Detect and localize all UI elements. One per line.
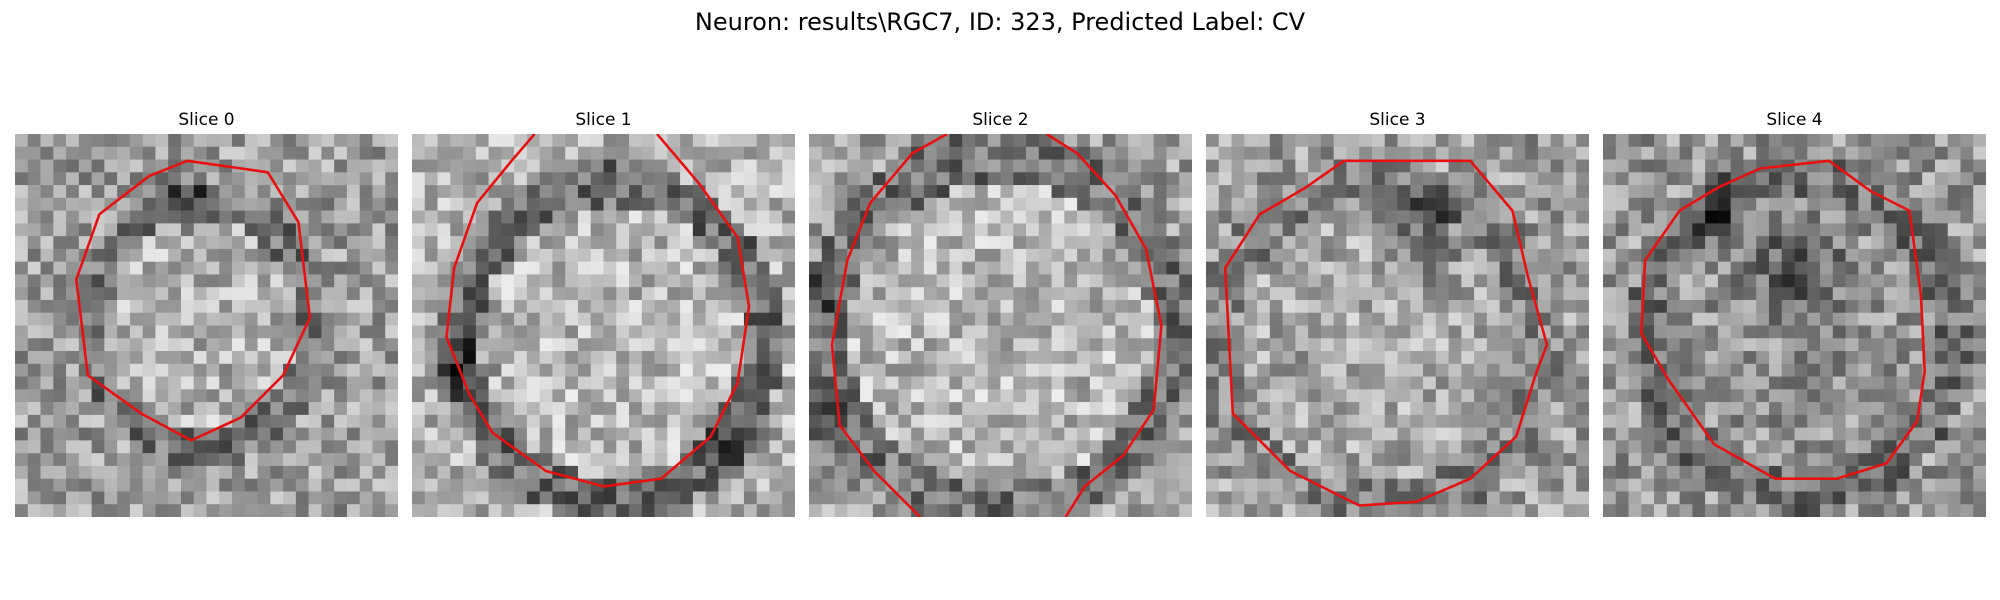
- slice-title-0: Slice 0: [178, 110, 235, 130]
- segmentation-contour: [1045, 134, 1163, 517]
- slice-title-1: Slice 1: [575, 110, 632, 130]
- slice-image-3: [1206, 134, 1589, 517]
- slice-image-0: [15, 134, 398, 517]
- segmentation-contour: [74, 159, 312, 442]
- slice-title-3: Slice 3: [1369, 110, 1426, 130]
- slice-image-2: [809, 134, 1192, 517]
- segmentation-contour: [830, 134, 948, 517]
- segmentation-contour: [1639, 159, 1927, 481]
- segmentation-contour: [1223, 159, 1549, 507]
- slice-title-2: Slice 2: [972, 110, 1029, 130]
- slice-image-1: [412, 134, 795, 517]
- figure-title: Neuron: results\RGC7, ID: 323, Predicted…: [694, 8, 1306, 36]
- segmentation-contour: [445, 134, 751, 488]
- slice-image-4: [1603, 134, 1986, 517]
- slice-title-4: Slice 4: [1766, 110, 1823, 130]
